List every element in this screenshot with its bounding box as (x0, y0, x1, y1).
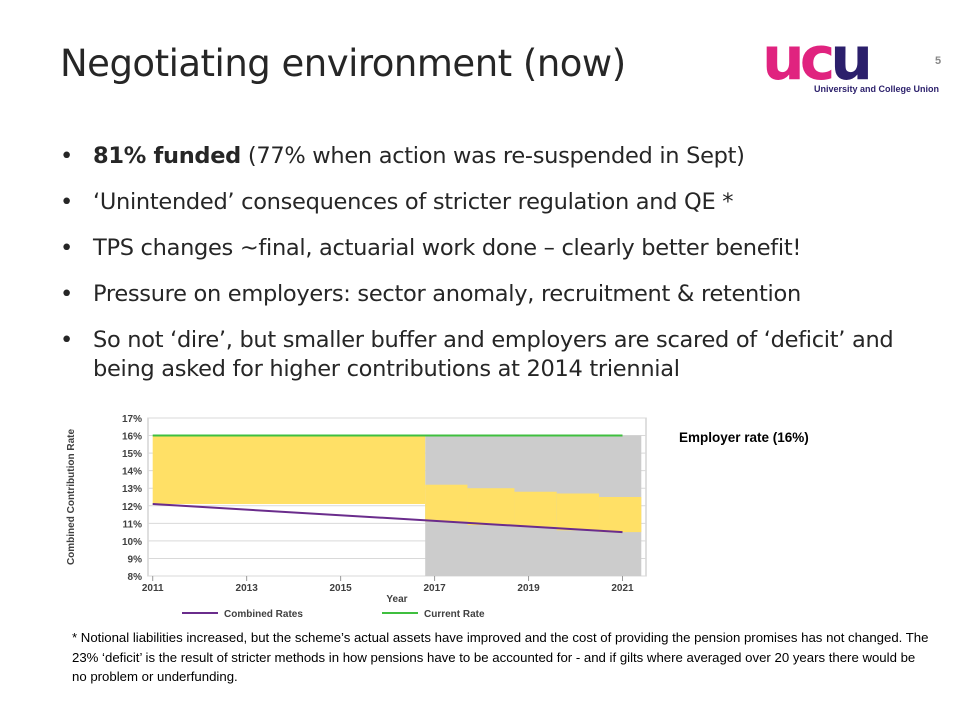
y-tick-label: 12% (122, 502, 142, 513)
logo-letter-u2: u (830, 24, 873, 94)
legend-label: Current Rate (424, 609, 485, 620)
bullet-list: • 81% funded (77% when action was re-susp… (60, 142, 950, 401)
x-tick-label: 2019 (517, 583, 540, 594)
contribution-rate-chart: 8% 9% 10% 11% 12% 13% 14% 15% 16% 17% 2011 2013 2015… (62, 410, 662, 620)
x-tick-label: 2017 (423, 583, 446, 594)
legend-label: Combined Rates (224, 609, 303, 620)
footnote: * Notional liabilities increased, but th… (72, 630, 929, 684)
x-tick-label: 2013 (236, 583, 259, 594)
y-axis-label: Combined Contribution Rate (66, 429, 77, 566)
bullet-item: • 81% funded (77% when action was re-susp… (60, 142, 950, 171)
y-tick-label: 9% (128, 554, 143, 565)
employer-rate-label: Employer rate (16%) (679, 430, 809, 445)
chart-svg: 8% 9% 10% 11% 12% 13% 14% 15% 16% 17% 2011 2013 2015… (66, 414, 647, 620)
x-axis-label: Year (386, 594, 407, 605)
slide-title: Negotiating environment (now) (60, 42, 626, 85)
bullet-text: ‘Unintended’ consequences of stricter re… (93, 189, 734, 215)
bullet-text: TPS changes ~final, actuarial work done … (93, 235, 802, 261)
logo-letter-c: c (799, 24, 836, 94)
y-tick-label: 11% (123, 519, 143, 530)
bullet-item: • TPS changes ~final, actuarial work done… (60, 234, 950, 263)
y-tick-label: 8% (128, 572, 143, 583)
bullet-text: Pressure on employers: sector anomaly, r… (93, 281, 801, 307)
y-tick-label: 10% (122, 537, 142, 548)
bullet-dot-icon: • (60, 143, 73, 169)
bullet-item: • Pressure on employers: sector anomaly, … (60, 280, 950, 309)
x-tick-label: 2021 (611, 583, 634, 594)
yellow-area-step (599, 497, 642, 533)
bullet-bold: 81% funded (93, 143, 241, 169)
yellow-area-step (425, 484, 468, 522)
page-number: 5 (935, 55, 942, 67)
bullet-item: • ‘Unintended’ consequences of stricter r… (60, 188, 950, 217)
bullet-dot-icon: • (60, 281, 73, 307)
y-tick-label: 16% (122, 432, 142, 443)
y-tick-label: 15% (122, 449, 142, 460)
bullet-dot-icon: • (60, 189, 73, 215)
y-tick-label: 13% (122, 484, 142, 495)
logo-letter-u1: u (762, 24, 805, 94)
x-tick-label: 2015 (329, 583, 352, 594)
yellow-area-step (556, 493, 600, 531)
ucu-logo: ucu University and College Union (762, 24, 939, 102)
bullet-dot-icon: • (60, 327, 73, 353)
bullet-dot-icon: • (60, 235, 73, 261)
yellow-area-step (467, 488, 515, 526)
bullet-text: (77% when action was re-suspended in Sep… (241, 143, 745, 169)
combined-rates-line (152, 503, 623, 534)
x-tick-label: 2011 (142, 583, 164, 594)
yellow-area-step (514, 491, 557, 527)
y-tick-label: 14% (122, 467, 142, 478)
bullet-text: So not ‘dire’, but smaller buffer and em… (93, 327, 894, 382)
yellow-area-step (152, 435, 426, 505)
y-tick-label: 17% (122, 414, 142, 425)
logo-subtitle: University and College Union (814, 84, 940, 94)
ucu-logo-wordmark: ucu (762, 24, 873, 94)
bullet-item: • So not ‘dire’, but smaller buffer and e… (60, 326, 950, 384)
